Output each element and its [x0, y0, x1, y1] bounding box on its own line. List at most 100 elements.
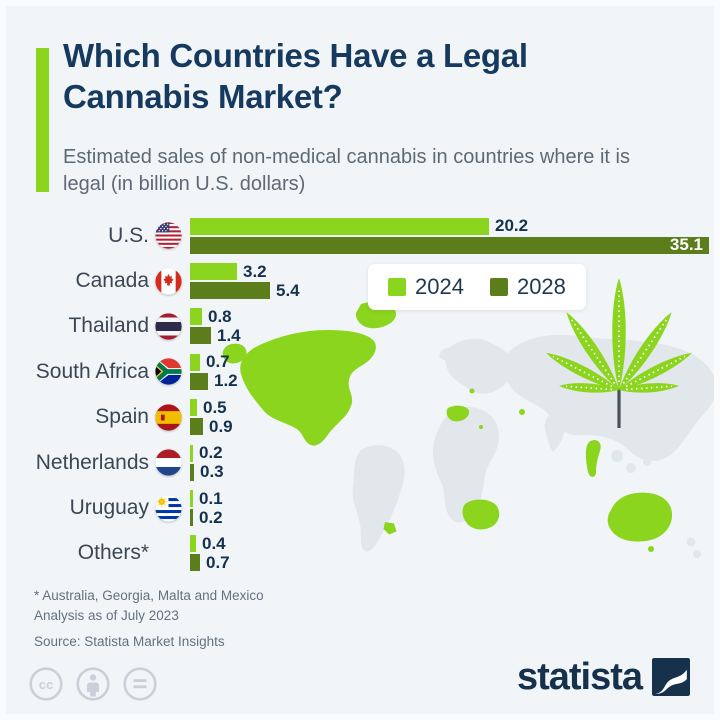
bar-line-2028: 0.3	[190, 462, 714, 482]
country-label: Canada	[75, 269, 149, 293]
value-2024: 0.4	[202, 533, 226, 553]
bar-line-2024: 0.1	[190, 488, 714, 508]
statista-logo[interactable]: statista	[517, 658, 690, 696]
no-derivatives-icon[interactable]	[120, 664, 160, 704]
chart-row: Thailand 0.8 1.4	[6, 304, 714, 349]
bar-line-2028: 35.1	[190, 235, 714, 255]
bar-line-2024: 0.4	[190, 533, 714, 553]
uruguay-flag-icon	[155, 494, 182, 522]
page-title: Which Countries Have a Legal Cannabis Ma…	[63, 37, 528, 115]
legend-swatch-2028	[489, 278, 508, 296]
bar-2024	[190, 263, 237, 281]
bar-2028	[190, 372, 208, 390]
value-2028: 35.1	[669, 235, 703, 255]
chart-legend: 2024 2028	[368, 264, 586, 310]
bar-line-2028: 0.9	[190, 416, 714, 436]
footnote-line-2: Analysis as of July 2023	[34, 607, 179, 623]
country-label: South Africa	[35, 359, 149, 383]
bar-2024	[190, 490, 193, 508]
south-africa-flag-icon	[155, 358, 182, 385]
country-label: U.S.	[108, 223, 149, 247]
country-label: Spain	[95, 405, 149, 429]
footnote-line-1: * Australia, Georgia, Malta and Mexico	[34, 588, 264, 603]
row-bars: 0.5 0.9	[190, 397, 714, 436]
value-2024: 0.7	[206, 352, 230, 372]
chart-row: Others* 0.4 0.7	[6, 531, 714, 576]
bar-line-2024: 0.5	[190, 397, 714, 417]
svg-text:cc: cc	[39, 677, 53, 692]
chart-row: U.S. 20.2 35.1	[6, 213, 714, 258]
value-2024: 3.2	[243, 261, 267, 281]
chart-row: South Africa 0.7 1.2	[6, 349, 714, 394]
canada-flag-icon	[155, 268, 182, 295]
value-2028: 0.2	[199, 507, 223, 527]
spain-flag-icon	[155, 404, 182, 431]
value-2028: 0.7	[206, 552, 230, 572]
cc-icon[interactable]: cc	[26, 664, 66, 704]
bar-2028	[190, 463, 194, 481]
cannabis-leaf-icon	[545, 278, 693, 428]
bar-2024	[190, 535, 196, 553]
bar-2028	[190, 282, 270, 300]
value-2024: 0.8	[208, 306, 232, 326]
value-2024: 0.1	[199, 488, 223, 508]
netherlands-flag-icon	[155, 449, 182, 476]
legend-label-2024: 2024	[415, 274, 464, 299]
title-accent-bar	[36, 48, 49, 192]
chart-row: Spain 0.5 0.9	[6, 395, 714, 440]
bar-line-2024: 0.7	[190, 352, 714, 372]
value-2028: 5.4	[276, 280, 300, 300]
bar-line-2028: 0.7	[190, 552, 714, 572]
bar-line-2024: 3.2	[190, 261, 714, 281]
legend-label-2028: 2028	[516, 274, 566, 299]
footnotes: * Australia, Georgia, Malta and Mexico A…	[34, 586, 264, 652]
bar-2024	[190, 308, 202, 326]
value-2024: 0.5	[203, 397, 227, 417]
row-bars: 0.7 1.2	[190, 352, 714, 391]
thailand-flag-icon	[155, 313, 182, 340]
source-note: Source: Statista Market Insights	[34, 634, 225, 650]
bar-2028	[190, 327, 211, 345]
legend-item-2024: 2024	[388, 274, 464, 300]
chart-row: Netherlands 0.2 0.3	[6, 440, 714, 485]
statista-wordmark: statista	[516, 656, 643, 698]
row-bars: 0.2 0.3	[190, 443, 714, 482]
value-2028: 1.4	[217, 325, 241, 345]
row-bars: 3.2 5.4	[190, 261, 714, 300]
country-label: Uruguay	[69, 496, 149, 520]
bar-2028	[190, 554, 200, 572]
chart-subtitle: Estimated sales of non-medical cannabis …	[63, 146, 630, 195]
bar-line-2028: 5.4	[190, 280, 714, 300]
bar-2024	[190, 399, 197, 417]
country-label: Thailand	[68, 314, 149, 338]
row-bars: 20.2 35.1	[190, 216, 714, 255]
bar-line-2024: 0.8	[190, 306, 714, 326]
row-bars: 0.1 0.2	[190, 488, 714, 527]
legend-item-2028: 2028	[489, 274, 566, 300]
attribution-icon[interactable]	[73, 664, 113, 704]
us-flag-icon	[155, 222, 182, 249]
bar-2028	[190, 509, 193, 527]
bar-2028: 35.1	[190, 235, 709, 255]
row-bars: 0.8 1.4	[190, 306, 714, 345]
country-label: Netherlands	[35, 450, 149, 474]
value-2028: 0.3	[200, 462, 224, 482]
flag-placeholder	[155, 540, 182, 567]
bar-2024	[190, 353, 200, 371]
bar-line-2024: 20.2	[190, 216, 714, 236]
bar-line-2028: 1.4	[190, 325, 714, 345]
value-2028: 0.9	[209, 416, 233, 436]
chart-row: Canada 3.2 5.4	[6, 258, 714, 303]
bar-2024	[190, 217, 489, 235]
value-2024: 20.2	[495, 216, 529, 236]
bar-2028	[190, 418, 203, 436]
bar-line-2028: 0.2	[190, 507, 714, 527]
legend-swatch-2024	[388, 278, 406, 296]
bar-line-2028: 1.2	[190, 371, 714, 391]
country-label: Others*	[77, 541, 149, 565]
statista-logo-icon	[652, 658, 690, 696]
row-bars: 0.4 0.7	[190, 533, 714, 572]
license-icons: cc	[26, 664, 160, 704]
value-2028: 1.2	[214, 371, 238, 391]
